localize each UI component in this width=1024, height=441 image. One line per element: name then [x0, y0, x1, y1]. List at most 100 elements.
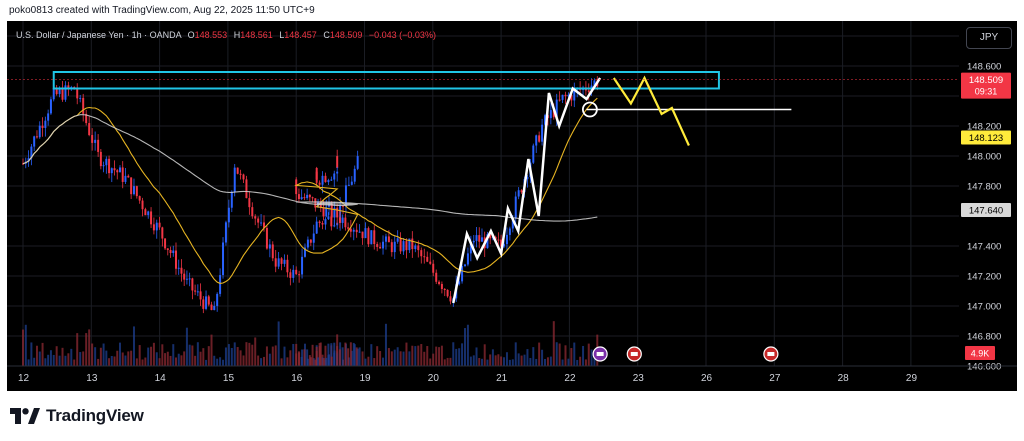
time-tick-label: 19: [360, 373, 372, 384]
volume-bar: [384, 323, 387, 366]
projection-path: [612, 75, 690, 146]
volume-bar: [239, 350, 242, 366]
volume-bar: [248, 342, 251, 366]
volume-bar: [338, 349, 341, 366]
candle-body: [108, 158, 111, 174]
candle-body: [322, 207, 325, 217]
candle-body: [314, 198, 317, 208]
volume-bar: [478, 358, 481, 366]
volume-bar: [486, 359, 489, 366]
volume-bar: [280, 358, 283, 366]
candle-body: [210, 304, 213, 311]
time-tick-label: 12: [18, 373, 30, 384]
candle-body: [417, 245, 420, 251]
time-tick-label: 29: [906, 373, 918, 384]
volume-bar: [494, 355, 497, 366]
time-tick-label: 20: [428, 373, 440, 384]
price-tag-box: [961, 130, 1011, 145]
high-value: 148.561: [240, 30, 273, 40]
candle-body: [364, 228, 367, 239]
candle-body: [472, 240, 475, 243]
volume-bar: [202, 348, 205, 366]
lightning-event-icon: [592, 346, 608, 362]
volume-bar: [194, 355, 197, 366]
candle-body: [265, 227, 268, 249]
candle-body: [464, 264, 466, 267]
candle-body: [135, 186, 138, 197]
candle-body: [180, 267, 183, 274]
time-tick-label: 21: [496, 373, 508, 384]
volume-bar: [361, 351, 364, 366]
volume-bar: [224, 347, 227, 366]
ma-fast-line: [22, 97, 598, 284]
volume-bar: [58, 355, 61, 366]
candle-body: [188, 278, 191, 280]
volume-bar: [355, 347, 358, 366]
volume-bar: [242, 355, 245, 366]
volume-bar: [152, 342, 155, 366]
price-tick-label: 147.000: [967, 302, 1001, 313]
candle-body: [202, 299, 205, 309]
volume-bar: [491, 349, 494, 366]
volume-bar: [472, 355, 475, 366]
candle-body: [333, 173, 336, 180]
candle-body: [336, 207, 339, 218]
volume-bar: [538, 342, 541, 366]
candle-body: [191, 278, 194, 291]
volume-bar: [333, 350, 336, 366]
candle-body: [503, 244, 506, 247]
candle-body: [350, 181, 353, 185]
candle-body: [292, 269, 295, 278]
volume-bar: [564, 345, 567, 366]
candle-body: [347, 184, 350, 186]
candle-body: [309, 239, 312, 243]
volume-bar: [118, 342, 121, 366]
candle-body: [132, 186, 135, 195]
candle-body: [558, 99, 561, 101]
currency-button[interactable]: JPY: [966, 27, 1012, 49]
volume-bar: [423, 351, 426, 366]
candle-body: [570, 94, 573, 101]
volume-bar: [561, 359, 564, 366]
volume-bar: [251, 344, 254, 366]
volume-bar: [426, 346, 429, 366]
volume-bar: [183, 351, 186, 366]
price-tag-label: 148.123: [969, 133, 1003, 144]
volume-bar: [70, 348, 73, 366]
volume-bar: [505, 352, 508, 366]
candle-body: [233, 167, 236, 192]
volume-bar: [552, 321, 555, 366]
candle-body: [49, 99, 52, 114]
candle-body: [587, 90, 590, 93]
candle-body: [289, 272, 292, 278]
candle-body: [458, 281, 461, 285]
price-tag-box: [961, 203, 1011, 217]
close-value: 148.509: [329, 30, 363, 40]
candle-body: [564, 94, 567, 97]
candle-body: [164, 238, 167, 249]
candle-body: [438, 281, 441, 284]
candle-body: [102, 165, 105, 167]
volume-bar: [544, 358, 547, 366]
volume-bar: [105, 350, 108, 366]
circle-marker: [581, 101, 598, 118]
candle-body: [443, 288, 446, 290]
volume-bar: [135, 358, 138, 366]
volume-bar: [35, 345, 38, 366]
price-chart[interactable]: 148.800148.600148.200148.000147.800147.4…: [7, 21, 1017, 391]
candle-body: [321, 223, 324, 225]
candle-body: [387, 236, 390, 243]
volume-bar: [341, 347, 344, 366]
volume-bar: [233, 342, 236, 366]
candle-body: [511, 217, 514, 229]
candle-body: [532, 145, 535, 163]
candle-body: [94, 139, 97, 143]
candle-body: [297, 194, 300, 200]
candle-body: [55, 87, 58, 95]
candle-body: [333, 207, 336, 218]
credit-line: poko0813 created with TradingView.com, A…: [9, 5, 315, 16]
volume-bar: [55, 346, 58, 366]
volume-bar: [387, 348, 390, 366]
candle-body: [396, 238, 399, 242]
volume-bar: [274, 345, 277, 366]
